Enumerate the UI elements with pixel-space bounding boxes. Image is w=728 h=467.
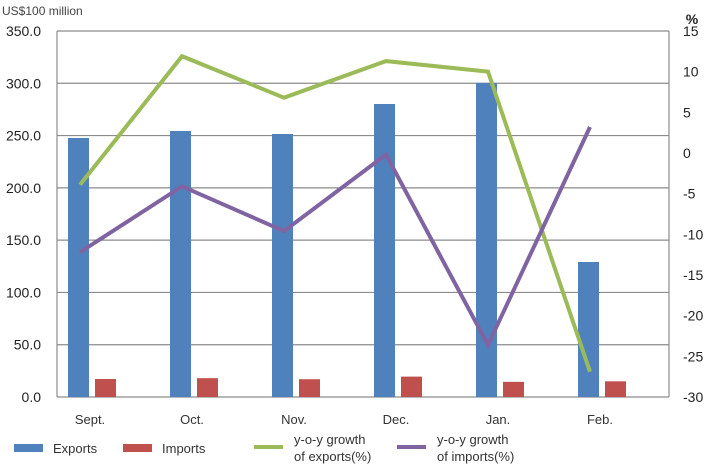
gridlines [57,30,669,398]
legend-label: y-o-y growth [294,432,366,447]
line-exports-growth [78,53,592,373]
x-tick-label: Nov. [281,412,307,427]
right-tick-label: 5 [683,104,691,120]
right-axis-unit: % [686,11,699,27]
bar-imports [503,381,524,397]
right-tick-label: -5 [683,186,696,202]
left-tick-label: 300.0 [6,75,41,91]
axes: 0.0 50.0 100.0 150.0 200.0 250.0 300.0 350.0 -30… [6,23,703,427]
legend-label: of imports(%) [437,449,514,464]
left-tick-label: 200.0 [6,180,41,196]
legend-label: Exports [53,441,98,456]
legend-label: Imports [162,441,206,456]
bar-imports [95,379,116,397]
bar-imports [605,381,626,397]
bar-exports [476,82,497,398]
right-tick-label: 10 [683,64,699,80]
x-tick-label: Oct. [180,412,204,427]
x-tick-label: Dec. [383,412,410,427]
x-tick-label: Jan. [486,412,511,427]
legend-swatch [123,444,152,452]
legend: Exports Imports y-o-y growth of exports(%) y… [14,432,514,464]
x-tick-label: Feb. [587,412,613,427]
legend-label: of exports(%) [294,449,371,464]
left-tick-label: 100.0 [6,284,41,300]
bar-exports [374,103,395,398]
left-axis-unit: US$100 million [2,4,83,18]
left-tick-label: 50.0 [14,337,41,353]
left-tick-label: 150.0 [6,232,41,248]
left-tick-label: 0.0 [22,389,42,405]
legend-swatch [14,444,43,452]
left-tick-label: 250.0 [6,128,41,144]
bar-exports [68,137,89,398]
bar-exports [272,134,293,397]
right-tick-label: -20 [683,308,703,324]
left-tick-label: 350.0 [6,23,41,39]
x-tick-label: Sept. [75,412,105,427]
right-tick-label: 0 [683,145,691,161]
right-tick-label: -30 [683,389,703,405]
line-imports-growth [78,126,592,350]
bars [68,82,626,398]
right-tick-label: -15 [683,267,703,283]
bar-exports [170,130,191,398]
bar-exports [578,261,599,397]
legend-label: y-o-y growth [437,432,509,447]
bar-imports [299,379,320,397]
bar-imports [197,378,218,397]
right-tick-label: -10 [683,226,703,242]
bar-imports [401,376,422,397]
right-tick-label: -25 [683,348,703,364]
lines [78,53,592,373]
right-tick-label: 15 [683,23,699,39]
